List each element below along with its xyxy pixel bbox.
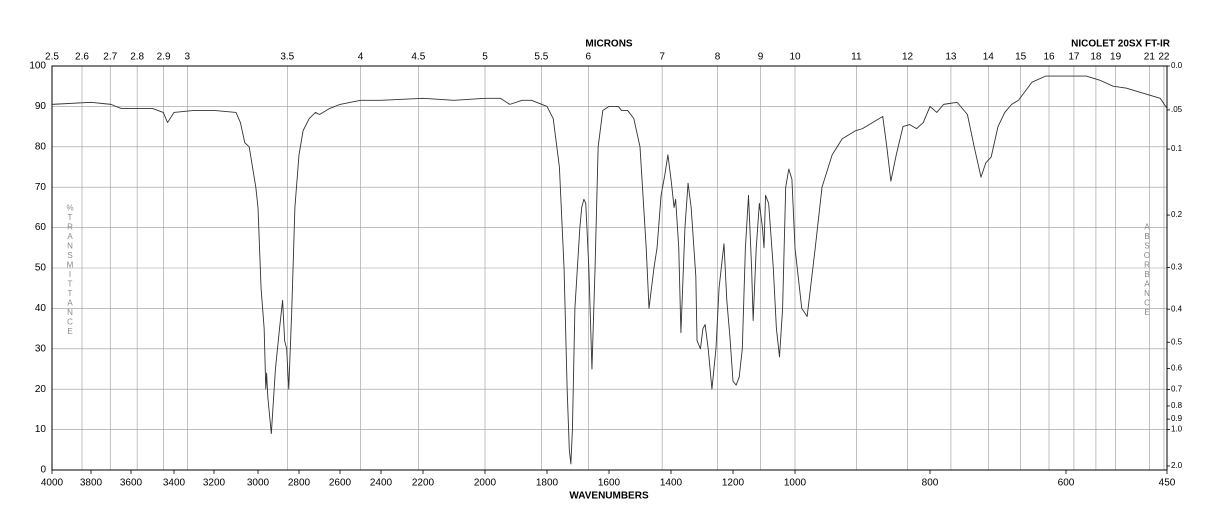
x2-tick-label: 2.5: [45, 52, 59, 63]
x-tick-label: 1600: [598, 478, 621, 489]
y-tick-label: 0: [40, 465, 46, 476]
x2-tick-label: 5.5: [534, 52, 548, 63]
x-axis-label: WAVENUMBERS: [569, 491, 649, 502]
x-tick-label: 3400: [163, 478, 186, 489]
y-tick-label: 60: [35, 222, 47, 233]
x2-tick-label: 4.5: [411, 52, 425, 63]
x2-tick-label: 2.7: [103, 52, 117, 63]
y2-tick-label: 0.0: [1171, 61, 1183, 70]
x2-tick-label: 12: [902, 52, 914, 63]
x-tick-label: 600: [1058, 478, 1075, 489]
y-tick-label: 80: [35, 141, 47, 152]
y-tick-label: 10: [35, 424, 47, 435]
y-tick-label: 30: [35, 343, 47, 354]
plot-frame: [51, 65, 1168, 471]
x2-tick-label: 17: [1068, 52, 1080, 63]
x2-tick-label: 14: [983, 52, 995, 63]
x-tick-label: 3600: [120, 478, 143, 489]
x2-tick-label: 22: [1158, 52, 1170, 63]
y-axis-label: % T R A N S M I T T A N C E: [66, 203, 73, 336]
y2-tick-label: 1.0: [1171, 425, 1183, 434]
x2-tick-label: 9: [758, 52, 764, 63]
x2-tick-label: 18: [1090, 52, 1102, 63]
x-tick-label: 2200: [412, 478, 435, 489]
x2-tick-label: 2.6: [75, 52, 89, 63]
x2-tick-label: 16: [1043, 52, 1055, 63]
x-tick-label: 3200: [203, 478, 226, 489]
x2-tick-label: 4: [358, 52, 364, 63]
y-tick-label: 40: [35, 303, 47, 314]
x2-tick-label: 8: [715, 52, 721, 63]
y2-tick-label: 0.4: [1171, 304, 1183, 313]
y2-tick-label: 2.0: [1171, 461, 1183, 470]
x2-tick-label: 15: [1015, 52, 1027, 63]
x2-tick-label: 10: [789, 52, 801, 63]
x2-tick-label: 21: [1144, 52, 1156, 63]
x-tick-label: 1400: [660, 478, 683, 489]
x-tick-label: 1200: [722, 478, 745, 489]
y-tick-label: 90: [35, 101, 47, 112]
x-tick-label: 2800: [288, 478, 311, 489]
x-tick-label: 2600: [329, 478, 352, 489]
y-tick-label: 50: [35, 263, 47, 274]
x2-tick-label: 5: [482, 52, 488, 63]
x-tick-label: 2000: [474, 478, 497, 489]
y-tick-label: 70: [35, 182, 47, 193]
y2-tick-label: 0.8: [1171, 401, 1183, 410]
x-tick-label: 450: [1159, 478, 1176, 489]
x-tick-label: 3000: [247, 478, 270, 489]
x2-tick-label: 7: [659, 52, 665, 63]
x2-tick-label: 13: [945, 52, 957, 63]
y2-tick-label: .05: [1171, 105, 1183, 114]
y2-tick-label: 0.6: [1171, 364, 1183, 373]
x2-tick-label: 3.5: [280, 52, 294, 63]
y-tick-label: 100: [29, 61, 46, 72]
spectrum-line: [51, 75, 1168, 465]
chart-title: NICOLET 20SX FT-IR: [1071, 39, 1171, 50]
y2-tick-label: 0.9: [1171, 414, 1183, 423]
x2-tick-label: 2.8: [130, 52, 144, 63]
x-tick-label: 3800: [80, 478, 103, 489]
y2-tick-label: 0.3: [1171, 263, 1183, 272]
x-tick-label: 800: [922, 478, 939, 489]
y2-tick-label: 0.7: [1171, 385, 1183, 394]
x2-axis-label: MICRONS: [585, 39, 633, 50]
x-tick-label: 4000: [41, 478, 64, 489]
y2-tick-label: 0.2: [1171, 210, 1183, 219]
x-tick-label: 1000: [784, 478, 807, 489]
x2-tick-label: 2.9: [157, 52, 171, 63]
y2-tick-label: 0.1: [1171, 144, 1183, 153]
x2-tick-label: 19: [1110, 52, 1122, 63]
y-tick-label: 20: [35, 384, 47, 395]
x-tick-label: 1800: [536, 478, 559, 489]
y2-tick-label: 0.5: [1171, 337, 1183, 346]
x2-tick-label: 6: [586, 52, 592, 63]
x-tick-label: 2400: [370, 478, 393, 489]
x2-tick-label: 11: [851, 52, 862, 63]
x2-tick-label: 3: [185, 52, 191, 63]
